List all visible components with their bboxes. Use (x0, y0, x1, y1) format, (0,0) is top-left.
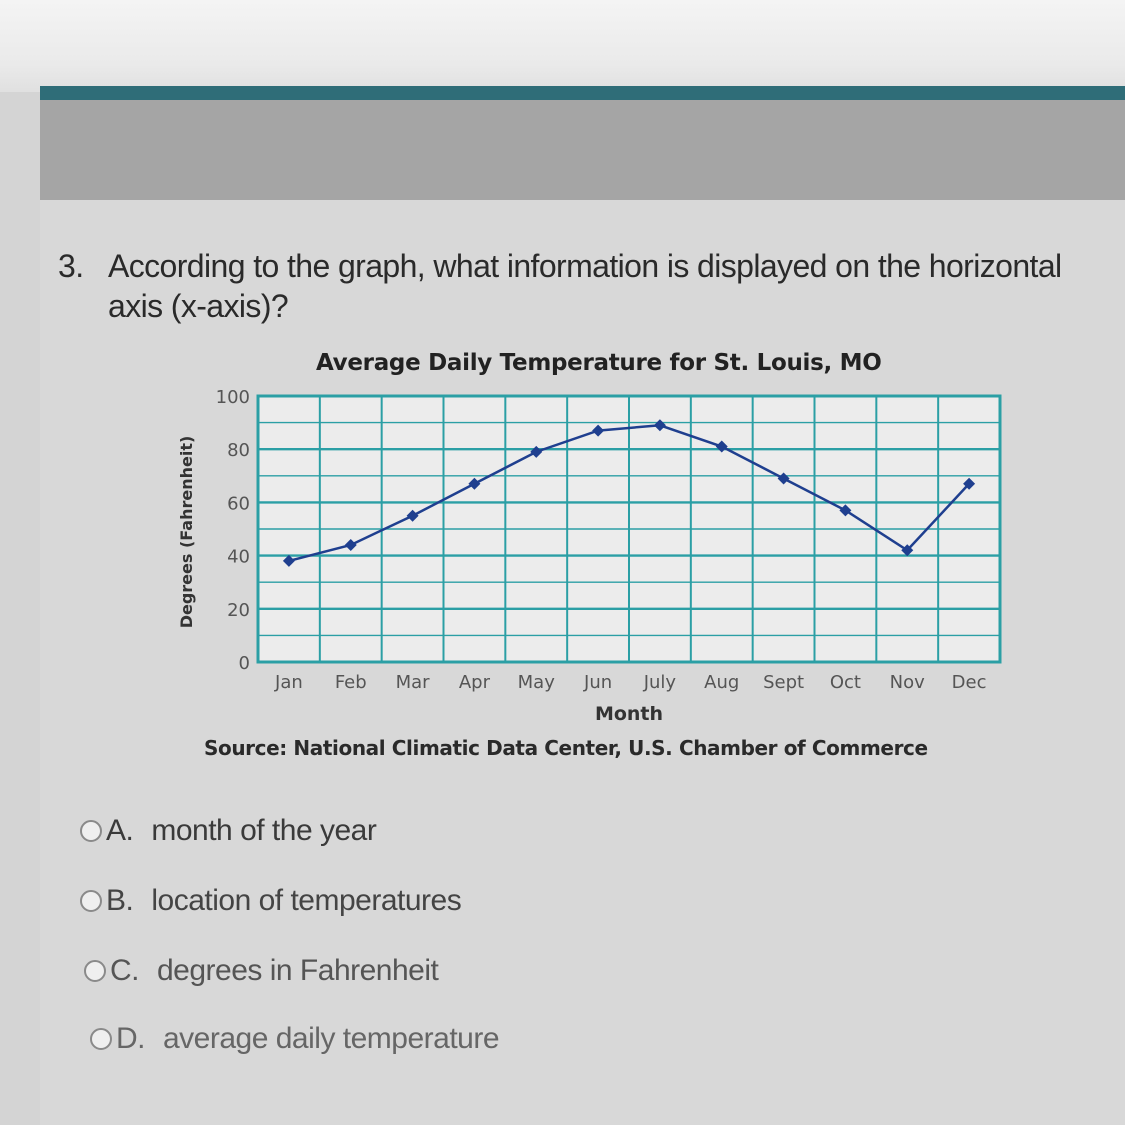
x-tick-label: Jan (274, 672, 303, 693)
x-tick-label: Nov (890, 672, 925, 693)
choice-letter: A. (106, 814, 134, 847)
radio-button-icon[interactable] (80, 890, 102, 912)
data-point (344, 538, 357, 551)
x-tick-label: Sept (763, 672, 804, 693)
plot-border (256, 394, 1002, 664)
choice-letter: D. (116, 1022, 146, 1055)
question-text: According to the graph, what information… (108, 248, 1062, 324)
header-accent-strip (40, 86, 1125, 100)
choice-text: location of temperatures (151, 884, 462, 917)
choice-text: month of the year (151, 814, 377, 847)
y-tick-label: 80 (227, 440, 250, 461)
data-point (963, 477, 976, 490)
question-number: 3. (58, 248, 84, 284)
radio-button-icon[interactable] (90, 1028, 112, 1050)
x-tick-label: Aug (704, 672, 739, 693)
data-point (406, 509, 419, 522)
y-tick-label: 0 (239, 653, 250, 674)
choice-b[interactable]: B. location of temperatures (80, 884, 462, 918)
data-point (839, 504, 852, 517)
y-tick-label: 60 (227, 493, 250, 514)
data-point (282, 554, 295, 567)
chart-title: Average Daily Temperature for St. Louis,… (316, 350, 882, 376)
x-tick-label: July (643, 672, 677, 693)
data-point (777, 472, 790, 485)
data-point (468, 477, 481, 490)
x-tick-label: Oct (830, 672, 861, 693)
y-tick-label: 40 (227, 547, 250, 568)
choice-d[interactable]: D. average daily temperature (90, 1022, 500, 1056)
x-tick-label: Feb (335, 672, 367, 693)
x-tick-label: Apr (459, 672, 491, 693)
y-tick-label: 100 (216, 387, 250, 408)
y-axis-label: Degrees (Fahrenheit) (177, 436, 196, 629)
data-point (653, 419, 666, 432)
x-tick-label: Dec (952, 672, 987, 693)
header-band (40, 100, 1125, 200)
data-point (715, 440, 728, 453)
x-axis-label: Month (595, 703, 663, 725)
x-tick-label: May (518, 672, 556, 693)
radio-button-icon[interactable] (80, 820, 102, 842)
choice-a[interactable]: A. month of the year (80, 814, 377, 848)
chart-source: Source: National Climatic Data Center, U… (204, 736, 928, 760)
radio-button-icon[interactable] (84, 960, 106, 982)
top-bar (0, 0, 1125, 92)
data-point (592, 424, 605, 437)
x-tick-label: Jun (583, 672, 612, 693)
x-tick-label: Mar (396, 672, 431, 693)
data-point (901, 544, 914, 557)
choice-text: degrees in Fahrenheit (157, 954, 439, 987)
data-point (530, 445, 543, 458)
choice-letter: C. (110, 954, 140, 987)
choice-text: average daily temperature (163, 1022, 500, 1055)
y-tick-label: 20 (227, 600, 250, 621)
choice-letter: B. (106, 884, 134, 917)
choice-c[interactable]: C. degrees in Fahrenheit (84, 954, 439, 988)
series-line (288, 423, 970, 563)
